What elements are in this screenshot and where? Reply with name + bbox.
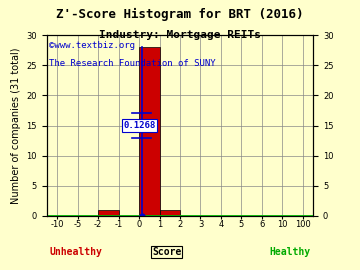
- Text: Score: Score: [152, 247, 181, 257]
- Text: The Research Foundation of SUNY: The Research Foundation of SUNY: [49, 59, 216, 68]
- Text: Unhealthy: Unhealthy: [49, 247, 102, 257]
- Text: Z'-Score Histogram for BRT (2016): Z'-Score Histogram for BRT (2016): [56, 8, 304, 21]
- Bar: [159, 210, 180, 216]
- Y-axis label: Number of companies (31 total): Number of companies (31 total): [11, 47, 21, 204]
- Text: Healthy: Healthy: [269, 247, 311, 257]
- Bar: [139, 47, 159, 216]
- Text: ©www.textbiz.org: ©www.textbiz.org: [49, 40, 135, 49]
- Text: Industry: Mortgage REITs: Industry: Mortgage REITs: [99, 30, 261, 40]
- Text: 0.1268: 0.1268: [123, 121, 156, 130]
- Bar: [98, 210, 118, 216]
